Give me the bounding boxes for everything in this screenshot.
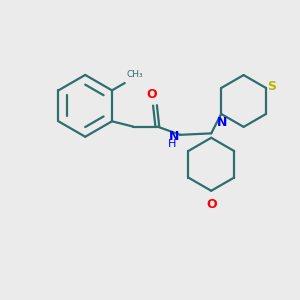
- Text: O: O: [206, 198, 217, 211]
- Text: S: S: [267, 80, 276, 93]
- Text: H: H: [168, 139, 176, 149]
- Text: N: N: [169, 130, 179, 143]
- Text: O: O: [146, 88, 157, 101]
- Text: N: N: [217, 116, 227, 129]
- Text: CH₃: CH₃: [126, 70, 143, 80]
